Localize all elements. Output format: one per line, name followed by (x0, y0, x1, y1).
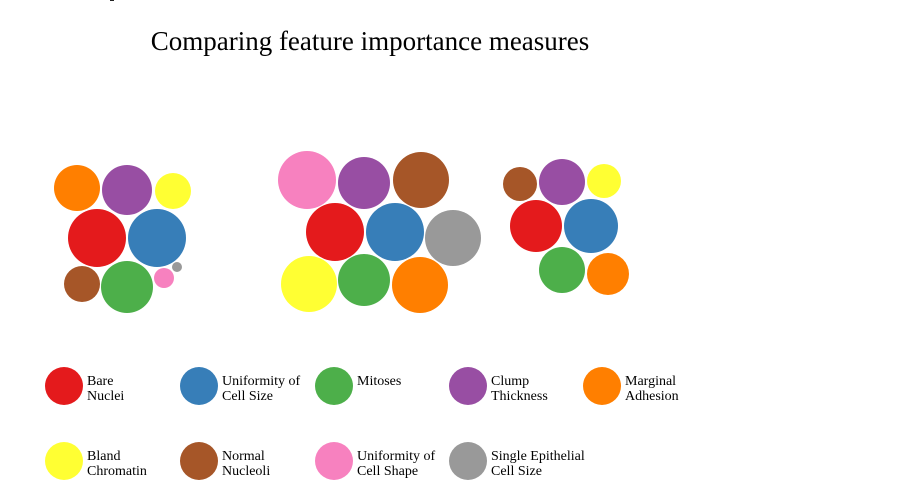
bubble-marginal-adhesion[interactable] (587, 253, 629, 295)
legend-label: Uniformity of Cell Size (222, 374, 300, 404)
bubble-bare-nuclei[interactable] (68, 209, 126, 267)
legend-swatch (180, 367, 218, 405)
legend-label: Marginal Adhesion (625, 374, 679, 404)
bubble-clump-thickness[interactable] (338, 157, 390, 209)
legend-swatch (315, 367, 353, 405)
legend-swatch (449, 367, 487, 405)
bubble-clump-thickness[interactable] (539, 159, 585, 205)
bubble-bland-chromatin[interactable] (281, 256, 337, 312)
bubble-bare-nuclei[interactable] (306, 203, 364, 261)
legend-item-single-epithelial-cell-size[interactable]: Single Epithelial Cell Size (449, 442, 585, 480)
legend-item-normal-nucleoli[interactable]: Normal Nucleoli (180, 442, 270, 480)
legend-label: Mitoses (357, 374, 401, 389)
bubble-uniformity-of-cell-size[interactable] (128, 209, 186, 267)
bubble-uniformity-of-cell-size[interactable] (564, 199, 618, 253)
top-edge-mark (110, 0, 114, 1)
bubble-normal-nucleoli[interactable] (393, 152, 449, 208)
legend-swatch (45, 442, 83, 480)
bubble-mitoses[interactable] (338, 254, 390, 306)
bubble-single-epithelial-cell-size[interactable] (425, 210, 481, 266)
chart-title: Comparing feature importance measures (151, 26, 590, 56)
legend-item-uniformity-of-cell-shape[interactable]: Uniformity of Cell Shape (315, 442, 435, 480)
legend-item-clump-thickness[interactable]: Clump Thickness (449, 367, 548, 405)
bubble-marginal-adhesion[interactable] (392, 257, 448, 313)
legend-swatch (449, 442, 487, 480)
legend-item-bland-chromatin[interactable]: Bland Chromatin (45, 442, 147, 480)
legend-item-marginal-adhesion[interactable]: Marginal Adhesion (583, 367, 679, 405)
legend-item-bare-nuclei[interactable]: Bare Nuclei (45, 367, 124, 405)
legend-label: Bare Nuclei (87, 374, 124, 404)
bubble-normal-nucleoli[interactable] (503, 167, 537, 201)
legend-swatch (315, 442, 353, 480)
bubble-clump-thickness[interactable] (102, 165, 152, 215)
bubble-bare-nuclei[interactable] (510, 200, 562, 252)
bubble-groups (54, 151, 629, 313)
legend-swatch (45, 367, 83, 405)
legend-item-uniformity-of-cell-size[interactable]: Uniformity of Cell Size (180, 367, 300, 405)
bubble-group-1 (54, 165, 191, 313)
legend-label: Single Epithelial Cell Size (491, 449, 585, 479)
legend: Bare Nuclei Uniformity of Cell Size Mitoses C… (45, 367, 679, 480)
bubble-group-3 (503, 159, 629, 295)
legend-label: Clump Thickness (491, 374, 548, 404)
legend-swatch (180, 442, 218, 480)
legend-item-mitoses[interactable]: Mitoses (315, 367, 401, 405)
legend-label: Normal Nucleoli (222, 449, 270, 479)
bubble-marginal-adhesion[interactable] (54, 165, 100, 211)
legend-label: Bland Chromatin (87, 449, 147, 479)
legend-swatch (583, 367, 621, 405)
bubble-uniformity-of-cell-shape[interactable] (278, 151, 336, 209)
bubble-single-epithelial-cell-size[interactable] (172, 262, 182, 272)
bubble-bland-chromatin[interactable] (587, 164, 621, 198)
bubble-uniformity-of-cell-size[interactable] (366, 203, 424, 261)
bubble-mitoses[interactable] (539, 247, 585, 293)
bubble-normal-nucleoli[interactable] (64, 266, 100, 302)
legend-label: Uniformity of Cell Shape (357, 449, 435, 479)
bubble-group-2 (278, 151, 481, 313)
bubble-uniformity-of-cell-shape[interactable] (154, 268, 174, 288)
bubble-mitoses[interactable] (101, 261, 153, 313)
bubble-bland-chromatin[interactable] (155, 173, 191, 209)
